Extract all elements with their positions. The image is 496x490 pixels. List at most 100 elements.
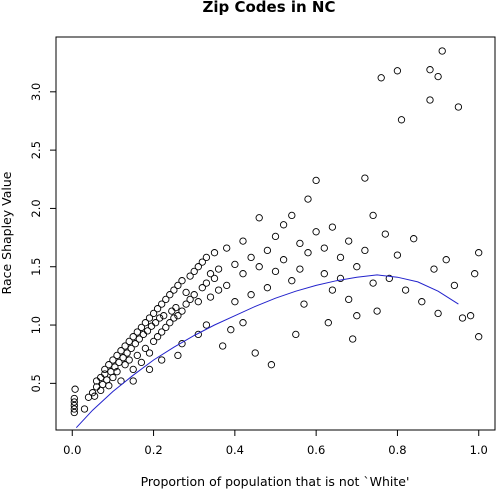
data-point — [105, 361, 113, 369]
data-point — [353, 312, 361, 320]
data-point — [247, 291, 255, 299]
data-point — [129, 333, 137, 341]
data-point — [113, 351, 121, 360]
data-point — [70, 394, 78, 403]
data-point — [223, 244, 231, 252]
data-point — [141, 319, 150, 327]
data-point — [210, 274, 219, 283]
data-point — [397, 116, 406, 124]
data-point — [304, 195, 312, 203]
y-axis-label: Race Shapley Value — [0, 171, 14, 294]
data-point — [125, 337, 133, 346]
data-point — [70, 398, 78, 406]
data-point — [369, 211, 377, 220]
data-point — [92, 383, 101, 391]
data-point — [336, 274, 345, 283]
data-point — [231, 298, 239, 306]
data-point — [345, 295, 353, 304]
data-point — [454, 103, 463, 111]
data-point — [109, 356, 117, 364]
data-point — [214, 286, 223, 294]
x-tick-label: 0.2 — [144, 443, 162, 457]
data-point — [105, 382, 113, 390]
x-tick-label: 0.6 — [307, 443, 325, 457]
y-tick-label: 1.0 — [29, 316, 43, 334]
data-point — [296, 239, 304, 248]
data-point — [239, 270, 247, 278]
x-tick-label: 1.0 — [470, 443, 488, 457]
data-point — [438, 47, 446, 55]
data-point — [349, 335, 357, 343]
y-tick-label: 2.0 — [29, 199, 43, 217]
data-point — [312, 228, 320, 236]
data-point — [190, 267, 198, 276]
data-point — [121, 361, 129, 369]
data-point — [202, 321, 211, 329]
data-point — [466, 312, 475, 320]
data-point — [377, 74, 385, 82]
data-point — [369, 279, 377, 287]
data-point — [190, 291, 198, 299]
data-point — [125, 356, 133, 364]
data-point — [263, 284, 272, 292]
data-point — [292, 330, 300, 339]
data-point — [137, 323, 146, 332]
data-point — [279, 221, 288, 229]
data-point — [119, 354, 127, 362]
data-point — [239, 319, 247, 327]
trend-line — [75, 274, 459, 429]
data-point — [206, 270, 215, 278]
data-point — [393, 251, 402, 259]
data-point — [141, 344, 150, 353]
data-point — [133, 351, 141, 360]
data-point — [182, 300, 190, 308]
data-point — [219, 342, 227, 350]
data-point — [271, 267, 280, 276]
data-point — [101, 365, 109, 374]
data-point — [145, 314, 154, 322]
data-point — [145, 349, 154, 357]
data-point — [121, 342, 129, 350]
data-point — [129, 365, 137, 374]
data-point — [133, 328, 141, 336]
data-point — [328, 286, 337, 294]
data-point — [361, 174, 369, 182]
data-point — [320, 244, 328, 252]
data-point — [174, 312, 182, 320]
data-point — [149, 337, 158, 346]
y-tick-label: 1.5 — [29, 258, 43, 276]
data-point — [174, 351, 182, 360]
data-point — [271, 232, 280, 241]
y-axis: 0.5 1.0 1.5 2.0 2.5 3.0 — [29, 83, 56, 393]
data-point — [475, 333, 483, 341]
data-point — [127, 344, 135, 353]
data-point — [373, 307, 381, 315]
data-point — [471, 270, 479, 278]
data-point — [153, 333, 162, 341]
data-point — [143, 327, 152, 335]
plot-frame — [55, 36, 496, 431]
data-point — [166, 319, 174, 327]
data-point — [210, 249, 219, 257]
data-point — [156, 314, 164, 322]
data-point — [300, 300, 308, 308]
data-point — [312, 176, 320, 185]
data-point — [178, 277, 186, 285]
data-point — [160, 312, 168, 320]
data-point — [153, 305, 162, 313]
data-point — [174, 281, 182, 290]
data-point — [71, 385, 79, 393]
data-point — [442, 256, 450, 264]
data-point — [393, 67, 402, 75]
data-point — [353, 263, 361, 271]
data-point — [206, 293, 215, 301]
x-tick-label: 0.0 — [63, 443, 81, 457]
data-point — [198, 258, 206, 266]
data-point — [231, 260, 239, 269]
data-point — [92, 377, 101, 385]
data-point — [288, 211, 296, 220]
data-point — [170, 286, 178, 294]
data-point — [170, 314, 178, 322]
data-point — [202, 253, 211, 262]
data-point — [117, 377, 125, 385]
